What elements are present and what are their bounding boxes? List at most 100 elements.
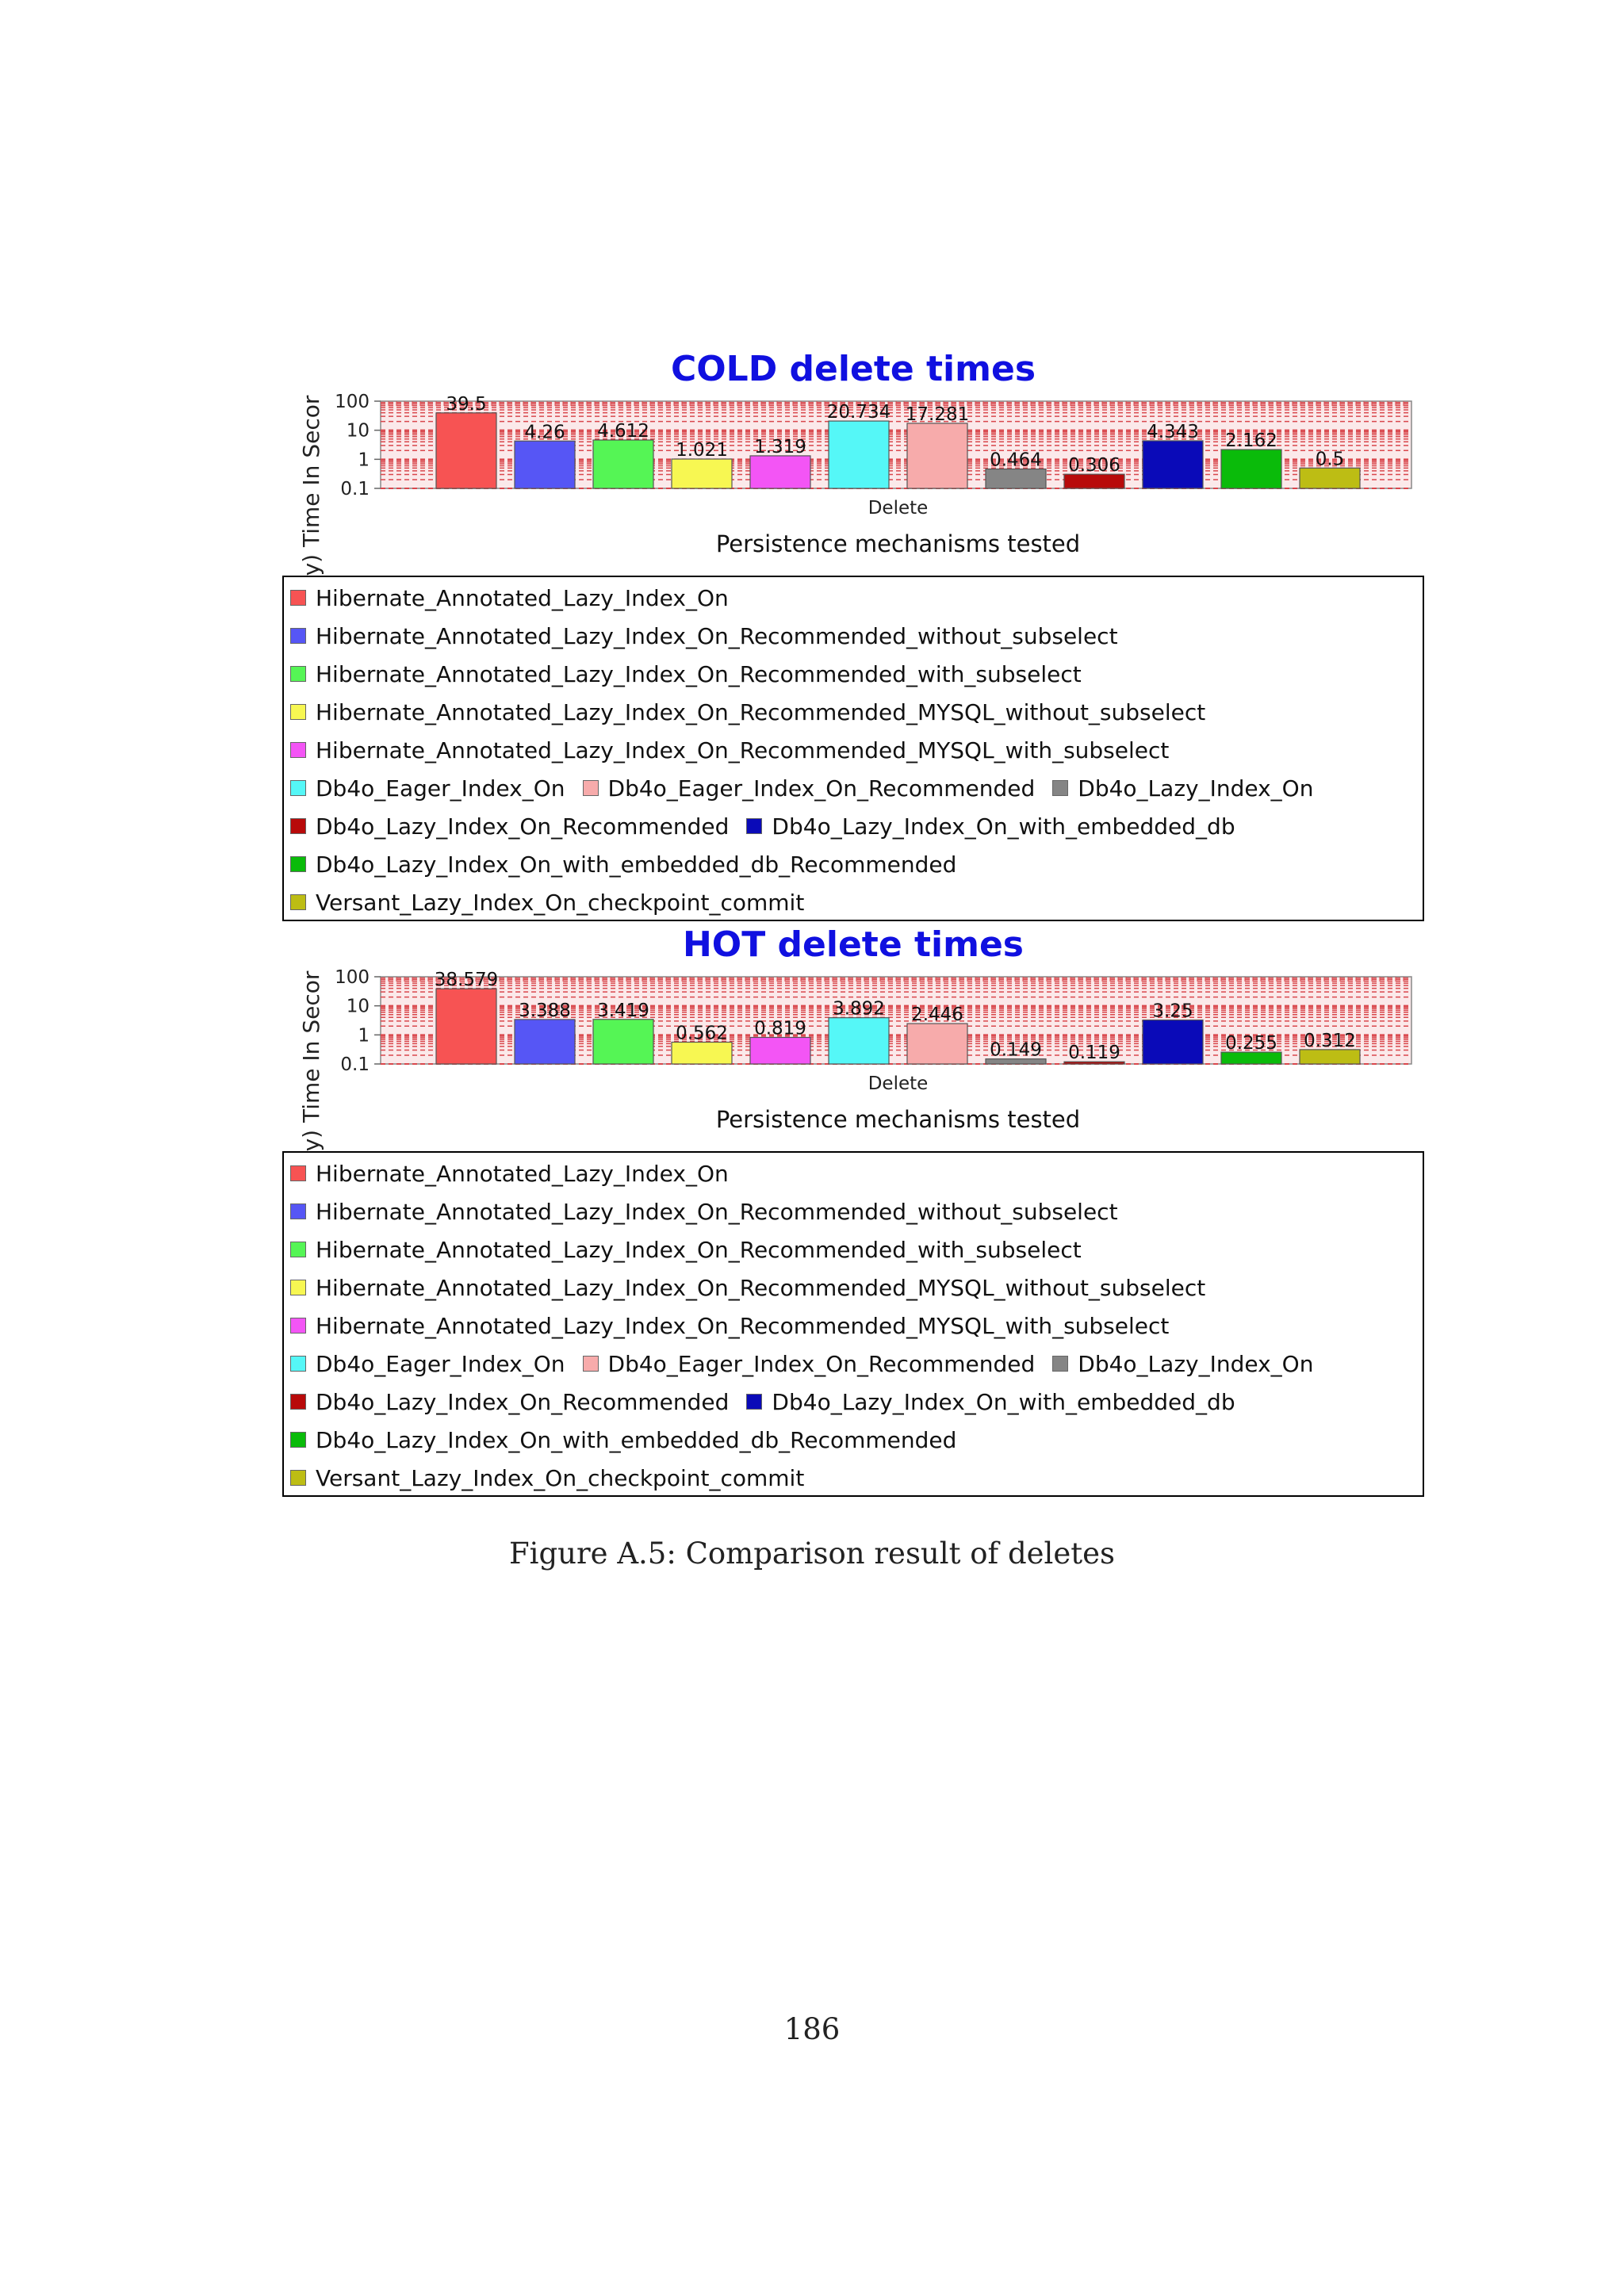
data-label: 1.319 bbox=[754, 437, 806, 457]
legend-label: Hibernate_Annotated_Lazy_Index_On bbox=[316, 1160, 729, 1187]
legend-swatch bbox=[290, 856, 306, 872]
legend-label: Versant_Lazy_Index_On_checkpoint_commit bbox=[316, 889, 805, 916]
data-label: 2.446 bbox=[911, 1004, 963, 1025]
bar bbox=[435, 988, 497, 1065]
legend-item: Db4o_Lazy_Index_On bbox=[1052, 1351, 1313, 1377]
bar bbox=[1299, 467, 1361, 489]
legend-item: Hibernate_Annotated_Lazy_Index_On bbox=[290, 1161, 729, 1187]
legend-swatch bbox=[290, 1470, 306, 1486]
legend-row: Hibernate_Annotated_Lazy_Index_On bbox=[284, 579, 740, 617]
bar bbox=[1220, 449, 1282, 489]
bar bbox=[749, 1036, 811, 1065]
data-label: 0.562 bbox=[676, 1024, 728, 1044]
data-label: 4.343 bbox=[1147, 422, 1199, 442]
data-label: 0.5 bbox=[1316, 449, 1345, 469]
legend-swatch bbox=[290, 1356, 306, 1372]
cold-chart: COLD delete times 100 10 1 0.1 Log(y) Time I… bbox=[282, 349, 1424, 624]
legend-row: Db4o_Eager_Index_On Db4o_Eager_Index_On_R… bbox=[284, 1345, 1324, 1383]
cold-legend: Hibernate_Annotated_Lazy_Index_On Hiberna… bbox=[282, 576, 1424, 921]
legend-swatch bbox=[290, 666, 306, 682]
data-label: 38.579 bbox=[435, 970, 498, 990]
figure-caption: Figure A.5: Comparison result of deletes bbox=[508, 1536, 1116, 1571]
bar bbox=[514, 440, 576, 489]
legend-swatch bbox=[290, 1432, 306, 1448]
legend-row: Hibernate_Annotated_Lazy_Index_On bbox=[284, 1154, 740, 1192]
legend-label: Hibernate_Annotated_Lazy_Index_On_Recomm… bbox=[316, 1312, 1170, 1339]
chart-title: HOT delete times bbox=[682, 924, 1024, 965]
data-label: 0.255 bbox=[1225, 1033, 1277, 1054]
legend-item: Db4o_Lazy_Index_On bbox=[1052, 775, 1313, 802]
legend-swatch bbox=[1052, 780, 1069, 796]
bar bbox=[1299, 1049, 1361, 1065]
legend-row: Hibernate_Annotated_Lazy_Index_On_Recomm… bbox=[284, 1192, 1129, 1230]
legend-swatch bbox=[1052, 1356, 1069, 1372]
data-label: 0.149 bbox=[990, 1040, 1042, 1061]
data-label: 2.162 bbox=[1225, 430, 1277, 451]
legend-item: Hibernate_Annotated_Lazy_Index_On_Recomm… bbox=[290, 1313, 1169, 1339]
bar bbox=[1142, 1019, 1204, 1065]
bar bbox=[906, 1023, 968, 1065]
y-tick-label: 1 bbox=[358, 450, 370, 470]
legend-item: Hibernate_Annotated_Lazy_Index_On_Recomm… bbox=[290, 737, 1169, 763]
x-category-label: Delete bbox=[868, 498, 929, 519]
legend-swatch bbox=[582, 780, 599, 796]
legend-label: Db4o_Lazy_Index_On bbox=[1078, 1350, 1314, 1377]
data-label: 3.419 bbox=[597, 1001, 649, 1021]
legend-row: Hibernate_Annotated_Lazy_Index_On_Recomm… bbox=[284, 1269, 1216, 1307]
legend-item: Db4o_Lazy_Index_On_with_embedded_db bbox=[746, 813, 1235, 840]
legend-label: Hibernate_Annotated_Lazy_Index_On_Recomm… bbox=[316, 737, 1170, 763]
legend-row: Hibernate_Annotated_Lazy_Index_On_Recomm… bbox=[284, 731, 1180, 769]
data-label: 0.819 bbox=[754, 1019, 806, 1039]
legend-item: Db4o_Eager_Index_On bbox=[290, 1351, 565, 1377]
legend-label: Hibernate_Annotated_Lazy_Index_On_Recomm… bbox=[316, 622, 1118, 649]
data-label: 3.25 bbox=[1152, 1001, 1193, 1022]
y-tick-label: 100 bbox=[335, 392, 370, 412]
y-tick-label: 1 bbox=[358, 1025, 370, 1046]
data-label: 3.388 bbox=[519, 1001, 571, 1021]
legend-item: Hibernate_Annotated_Lazy_Index_On_Recomm… bbox=[290, 1275, 1205, 1301]
legend-label: Db4o_Lazy_Index_On_with_embedded_db_Reco… bbox=[316, 851, 957, 878]
bar bbox=[828, 1017, 890, 1065]
legend-row: Versant_Lazy_Index_On_checkpoint_commit bbox=[284, 1459, 815, 1497]
legend-row: Hibernate_Annotated_Lazy_Index_On_Recomm… bbox=[284, 617, 1129, 655]
x-axis-label: Persistence mechanisms tested bbox=[716, 1106, 1080, 1133]
y-tick-label: 10 bbox=[347, 997, 370, 1017]
legend-label: Db4o_Lazy_Index_On_Recommended bbox=[316, 813, 730, 840]
legend-label: Db4o_Eager_Index_On_Recommended bbox=[607, 775, 1036, 802]
legend-swatch bbox=[290, 1394, 306, 1410]
legend-row: Db4o_Eager_Index_On Db4o_Eager_Index_On_R… bbox=[284, 769, 1324, 807]
legend-label: Db4o_Lazy_Index_On_with_embedded_db_Reco… bbox=[316, 1426, 957, 1453]
x-axis-label: Persistence mechanisms tested bbox=[716, 530, 1080, 557]
legend-swatch bbox=[290, 780, 306, 796]
data-label: 0.464 bbox=[990, 450, 1042, 471]
legend-swatch bbox=[290, 1318, 306, 1334]
legend-row: Db4o_Lazy_Index_On_with_embedded_db_Reco… bbox=[284, 845, 967, 883]
bar bbox=[1220, 1051, 1282, 1065]
bar bbox=[514, 1019, 576, 1065]
bar bbox=[906, 423, 968, 489]
legend-item: Versant_Lazy_Index_On_checkpoint_commit bbox=[290, 890, 804, 916]
legend-row: Db4o_Lazy_Index_On_Recommended Db4o_Lazy_… bbox=[284, 807, 1247, 845]
legend-swatch bbox=[290, 894, 306, 910]
legend-label: Hibernate_Annotated_Lazy_Index_On_Recomm… bbox=[316, 1198, 1118, 1225]
legend-swatch bbox=[290, 628, 306, 644]
bar bbox=[592, 439, 654, 489]
legend-item: Db4o_Lazy_Index_On_with_embedded_db_Reco… bbox=[290, 1427, 956, 1453]
x-category-label: Delete bbox=[868, 1073, 929, 1094]
legend-label: Hibernate_Annotated_Lazy_Index_On_Recomm… bbox=[316, 1274, 1206, 1301]
legend-swatch bbox=[290, 1165, 306, 1181]
bar bbox=[985, 1058, 1047, 1065]
legend-row: Db4o_Lazy_Index_On_with_embedded_db_Reco… bbox=[284, 1421, 967, 1459]
data-label: 3.892 bbox=[833, 999, 885, 1020]
legend-item: Db4o_Lazy_Index_On_Recommended bbox=[290, 813, 729, 840]
legend-label: Versant_Lazy_Index_On_checkpoint_commit bbox=[316, 1464, 805, 1491]
legend-label: Db4o_Eager_Index_On_Recommended bbox=[607, 1350, 1036, 1377]
legend-label: Hibernate_Annotated_Lazy_Index_On_Recomm… bbox=[316, 698, 1206, 725]
y-tick-label: 0.1 bbox=[340, 1054, 370, 1075]
bar bbox=[592, 1019, 654, 1065]
legend-label: Hibernate_Annotated_Lazy_Index_On_Recomm… bbox=[316, 660, 1082, 687]
data-label: 0.119 bbox=[1068, 1043, 1120, 1063]
legend-item: Hibernate_Annotated_Lazy_Index_On_Recomm… bbox=[290, 699, 1205, 725]
bar bbox=[1063, 1061, 1125, 1065]
